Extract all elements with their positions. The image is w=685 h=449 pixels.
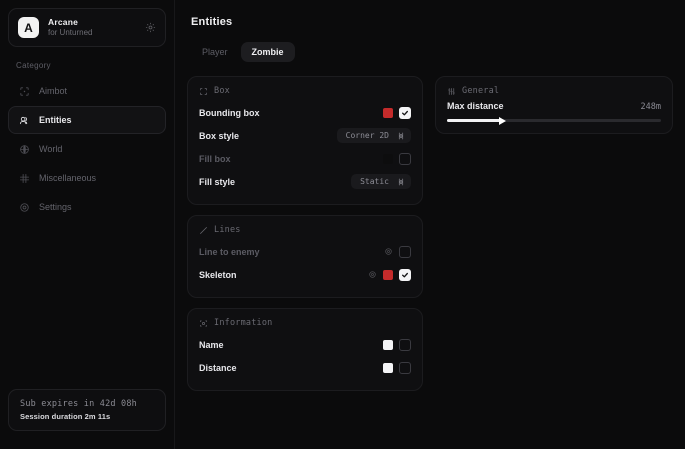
card-information-title: Information xyxy=(214,318,273,328)
sidebar-item-settings[interactable]: Settings xyxy=(8,193,166,221)
row-skeleton: Skeleton xyxy=(199,263,411,286)
card-lines-header: Lines xyxy=(199,225,411,235)
right-column: General Max distance 248m xyxy=(435,76,673,401)
sidebar-item-aimbot[interactable]: Aimbot xyxy=(8,77,166,105)
profile-name: Arcane xyxy=(48,16,79,27)
sidebar-item-miscellaneous[interactable]: Miscellaneous xyxy=(8,164,166,192)
subscription-expiry: Sub expires in 42d 08h xyxy=(20,399,137,409)
row-label: Name xyxy=(199,339,224,350)
color-swatch-skeleton[interactable] xyxy=(383,269,393,280)
main-content: Entities Player Zombie Box xyxy=(175,0,685,449)
expand-icon xyxy=(397,132,405,140)
gear-icon[interactable] xyxy=(145,22,156,33)
sidebar-item-label: Entities xyxy=(39,115,72,125)
card-information-header: Information xyxy=(199,318,411,328)
gear-icon xyxy=(18,202,30,213)
card-general-header: General xyxy=(447,86,661,96)
dropdown-value: Corner 2D xyxy=(345,131,389,140)
sidebar-item-label: World xyxy=(39,144,63,154)
checkbox-skeleton[interactable] xyxy=(399,268,411,281)
expand-icon xyxy=(397,178,405,186)
slider-fill xyxy=(447,119,501,122)
globe-icon xyxy=(18,144,30,155)
color-swatch-distance[interactable] xyxy=(383,362,393,373)
slider-header: Max distance 248m xyxy=(447,101,661,112)
tab-zombie[interactable]: Zombie xyxy=(240,42,295,62)
sliders-icon xyxy=(447,87,456,96)
card-lines: Lines Line to enemy xyxy=(187,215,423,298)
profile-card[interactable]: A Arcane for Unturned xyxy=(8,8,166,47)
row-label: Fill box xyxy=(199,153,231,164)
slider-label: Max distance xyxy=(447,101,504,111)
category-label: Category xyxy=(16,61,51,70)
card-box-title: Box xyxy=(214,86,230,96)
profile-text: Arcane for Unturned xyxy=(48,16,136,38)
card-box-header: Box xyxy=(199,86,411,96)
grid-icon xyxy=(18,173,30,184)
avatar: A xyxy=(18,17,39,38)
info-icon xyxy=(199,319,208,328)
profile-subtitle: for Unturned xyxy=(48,28,93,38)
sidebar: A Arcane for Unturned Category Aimbot xyxy=(0,0,175,449)
line-icon xyxy=(199,226,208,235)
row-label: Line to enemy xyxy=(199,246,260,257)
row-fill-style: Fill style Static xyxy=(199,170,411,193)
row-fill-box: Fill box xyxy=(199,147,411,170)
row-label: Fill style xyxy=(199,176,236,187)
dropdown-value: Static xyxy=(360,177,389,186)
color-swatch-fill-box[interactable] xyxy=(383,153,393,164)
row-name: Name xyxy=(199,333,411,356)
session-card: Sub expires in 42d 08h Session duration … xyxy=(8,389,166,431)
sidebar-item-label: Miscellaneous xyxy=(39,173,97,183)
sidebar-item-label: Aimbot xyxy=(39,86,68,96)
checkbox-distance[interactable] xyxy=(399,361,411,374)
color-swatch-bounding-box[interactable] xyxy=(383,107,393,118)
color-swatch-name[interactable] xyxy=(383,339,393,350)
sidebar-item-label: Settings xyxy=(39,202,72,212)
page-title: Entities xyxy=(191,16,233,28)
gear-icon[interactable] xyxy=(384,247,393,256)
entities-icon xyxy=(18,115,30,126)
checkbox-bounding-box[interactable] xyxy=(399,106,411,119)
card-box: Box Bounding box Box style Corner 2D xyxy=(187,76,423,205)
gear-icon[interactable] xyxy=(368,270,377,279)
card-information: Information Name Distance xyxy=(187,308,423,391)
left-column: Box Bounding box Box style Corner 2D xyxy=(187,76,423,401)
card-lines-title: Lines xyxy=(214,225,241,235)
tab-bar: Player Zombie xyxy=(191,42,673,62)
card-general: General Max distance 248m xyxy=(435,76,673,134)
crosshair-icon xyxy=(18,86,30,97)
bounding-box-icon xyxy=(199,87,208,96)
sidebar-item-world[interactable]: World xyxy=(8,135,166,163)
card-general-title: General xyxy=(462,86,500,96)
tab-player[interactable]: Player xyxy=(202,47,228,57)
row-distance: Distance xyxy=(199,356,411,379)
checkbox-name[interactable] xyxy=(399,338,411,351)
row-label: Bounding box xyxy=(199,107,260,118)
row-bounding-box: Bounding box xyxy=(199,101,411,124)
row-line-to-enemy: Line to enemy xyxy=(199,240,411,263)
max-distance-slider[interactable] xyxy=(447,116,661,125)
row-label: Distance xyxy=(199,362,237,373)
row-box-style: Box style Corner 2D xyxy=(199,124,411,147)
session-duration: Session duration 2m 11s xyxy=(20,412,111,421)
row-label: Skeleton xyxy=(199,269,237,280)
row-label: Box style xyxy=(199,130,240,141)
sidebar-item-entities[interactable]: Entities xyxy=(8,106,166,134)
checkbox-fill-box[interactable] xyxy=(399,152,411,165)
checkbox-line-to-enemy[interactable] xyxy=(399,245,411,258)
dropdown-fill-style[interactable]: Static xyxy=(351,174,411,189)
slider-handle[interactable] xyxy=(498,116,506,125)
dropdown-box-style[interactable]: Corner 2D xyxy=(336,128,411,143)
panel-columns: Box Bounding box Box style Corner 2D xyxy=(187,76,673,401)
slider-value: 248m xyxy=(640,102,661,112)
